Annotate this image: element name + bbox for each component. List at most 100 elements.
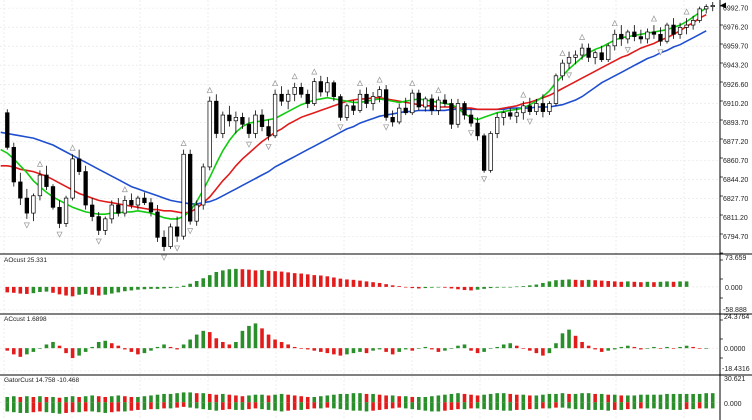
- bull-candle: [521, 105, 526, 114]
- histogram-bar: [449, 286, 454, 289]
- histogram-bar: [136, 348, 140, 355]
- histogram-bar: [12, 286, 16, 293]
- histogram-bar: [416, 402, 421, 410]
- histogram-bar: [475, 348, 480, 354]
- histogram-bar: [456, 345, 460, 349]
- histogram-bar: [691, 346, 695, 349]
- histogram-bar: [514, 345, 519, 349]
- price-tick-label: 6794.70: [723, 234, 748, 241]
- histogram-bar: [227, 269, 232, 287]
- ao-pane[interactable]: AOcust 25.331 73.659 0.000 -58.888: [0, 255, 747, 314]
- histogram-bar: [645, 394, 650, 403]
- histogram-bar: [207, 402, 212, 410]
- histogram-bar: [430, 348, 434, 350]
- bull-candle: [286, 93, 291, 102]
- histogram-bar: [5, 396, 10, 403]
- histogram-bar: [142, 402, 147, 410]
- histogram-bar: [443, 402, 447, 411]
- histogram-bar: [436, 395, 441, 403]
- histogram-bar: [168, 286, 173, 289]
- histogram-bar: [168, 402, 173, 409]
- histogram-bar: [586, 279, 591, 287]
- price-tick-label: 6811.20: [723, 215, 748, 222]
- histogram-bar: [371, 282, 375, 287]
- gator-tick-top: 30.621: [724, 376, 746, 383]
- histogram-bar: [619, 402, 624, 410]
- histogram-bar: [599, 402, 604, 410]
- histogram-bar: [116, 402, 121, 412]
- histogram-bar: [626, 345, 630, 349]
- histogram-bar: [90, 395, 94, 403]
- histogram-bar: [599, 348, 604, 352]
- fractal-up-marker: [180, 139, 187, 146]
- histogram-bar: [645, 348, 650, 349]
- gator-pane[interactable]: GatorCust 14.758 -10.468 30.621 0.000: [0, 376, 746, 414]
- histogram-bar: [469, 348, 473, 351]
- bull-candle: [436, 99, 441, 111]
- bear-candle: [540, 103, 546, 112]
- bull-candle: [357, 93, 363, 111]
- histogram-bar: [573, 279, 578, 287]
- histogram-bar: [528, 395, 532, 403]
- histogram-bar: [665, 402, 669, 410]
- histogram-bar: [273, 271, 277, 287]
- histogram-bar: [580, 402, 584, 410]
- bull-candle: [201, 166, 206, 206]
- histogram-bar: [423, 402, 428, 411]
- histogram-bar: [423, 346, 428, 349]
- histogram-bar: [554, 343, 558, 349]
- fractal-up-marker: [356, 79, 364, 87]
- histogram-bar: [260, 328, 264, 349]
- histogram-bar: [51, 396, 55, 403]
- fractal-down-marker: [160, 254, 168, 261]
- histogram-bar: [64, 396, 68, 403]
- histogram-bar: [599, 393, 604, 403]
- histogram-bar: [567, 402, 571, 409]
- histogram-bar: [508, 393, 513, 403]
- histogram-bar: [38, 348, 42, 349]
- ac-pane[interactable]: ACcust 1.6898 24.3764 0.0000 -18.4316: [0, 314, 750, 373]
- histogram-bar: [488, 402, 493, 410]
- histogram-bar: [390, 348, 395, 355]
- histogram-bar: [332, 348, 336, 355]
- histogram-bar: [514, 394, 519, 403]
- price-axis: 6992.70 6976.20 6959.70 6943.20 6926.60 6910.…: [720, 2, 748, 241]
- histogram-bar: [338, 278, 343, 287]
- bull-candle: [534, 103, 539, 112]
- price-tick-label: 6943.20: [723, 63, 748, 70]
- histogram-bar: [149, 395, 153, 403]
- histogram-bar: [384, 402, 388, 410]
- histogram-bar: [155, 394, 160, 403]
- histogram-bar: [142, 286, 147, 290]
- bear-candle: [83, 171, 88, 206]
- bull-candle: [37, 174, 43, 197]
- histogram-bar: [44, 286, 49, 292]
- bear-candle: [11, 146, 16, 183]
- histogram-bar: [260, 402, 264, 410]
- histogram-bar: [299, 273, 304, 287]
- histogram-bar: [547, 402, 552, 409]
- histogram-bar: [38, 286, 42, 292]
- histogram-bar: [64, 402, 68, 413]
- bull-candle: [410, 92, 415, 114]
- histogram-bar: [377, 394, 382, 403]
- histogram-bar: [593, 393, 597, 403]
- histogram-bar: [443, 348, 447, 351]
- histogram-bar: [488, 348, 493, 349]
- histogram-bar: [697, 393, 702, 403]
- bear-candle: [468, 114, 474, 124]
- histogram-bar: [606, 348, 611, 351]
- histogram-bar: [325, 402, 330, 408]
- histogram-bar: [462, 344, 467, 349]
- bear-candle: [227, 114, 232, 122]
- histogram-bar: [12, 396, 16, 403]
- histogram-bar: [482, 402, 486, 410]
- histogram-bar: [626, 395, 630, 403]
- histogram-bar: [234, 402, 238, 410]
- histogram-bar: [116, 395, 121, 403]
- ac-tick-zero: 0.0000: [724, 346, 746, 353]
- histogram-bar: [109, 402, 114, 413]
